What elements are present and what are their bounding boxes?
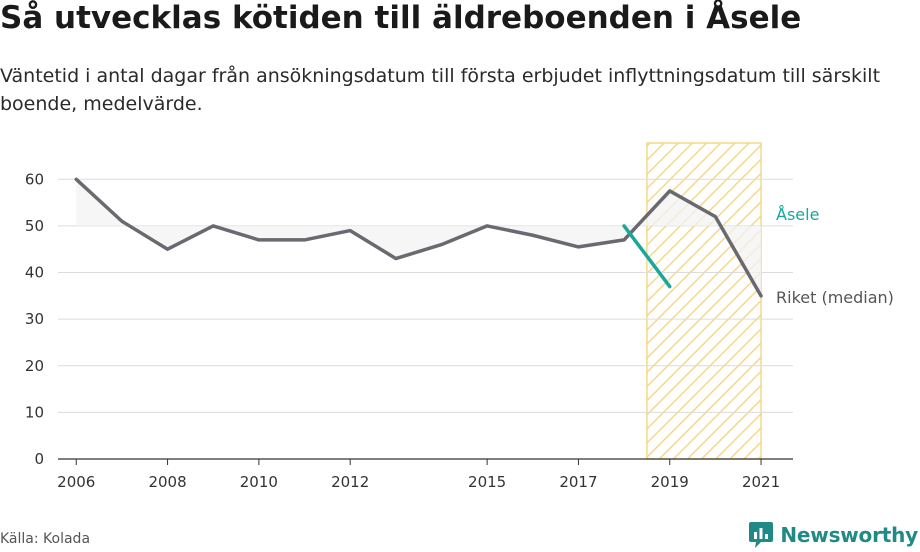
y-tick-label: 60 (25, 170, 44, 188)
x-tick-label: 2010 (240, 473, 278, 491)
series-label-riket: Riket (median) (776, 288, 894, 307)
y-tick-label: 0 (34, 450, 44, 468)
x-tick-label: 2019 (651, 473, 689, 491)
series-line-riket (74, 177, 763, 298)
series-label-asele: Åsele (776, 205, 819, 224)
brand-logo: Newsworthy (748, 520, 918, 550)
brand-name: Newsworthy (780, 523, 918, 547)
x-tick-label: 2021 (742, 473, 780, 491)
chart-title: Så utvecklas kötiden till äldreboenden i… (0, 0, 802, 36)
deviation-area (76, 179, 762, 296)
highlight-area (646, 143, 762, 459)
newsworthy-chart-icon (749, 522, 774, 548)
source-note: Källa: Kolada (0, 531, 91, 547)
chart-subtitle: Väntetid i antal dagar från ansökningsda… (0, 65, 881, 115)
series-line-asele (622, 224, 672, 289)
x-tick-label: 2006 (57, 473, 95, 491)
line-chart: 0 10 20 30 40 50 60 2006 2008 2010 2012 2015 2017 20… (25, 142, 894, 491)
x-tick-label: 2012 (331, 473, 369, 491)
y-tick-label: 10 (25, 403, 44, 421)
y-tick-label: 20 (25, 357, 44, 375)
y-tick-label: 40 (25, 264, 44, 282)
x-tick-label: 2008 (148, 473, 186, 491)
x-tick-label: 2017 (559, 473, 597, 491)
x-tick-label: 2015 (468, 473, 506, 491)
y-tick-label: 50 (25, 217, 44, 235)
y-tick-label: 30 (25, 310, 44, 328)
